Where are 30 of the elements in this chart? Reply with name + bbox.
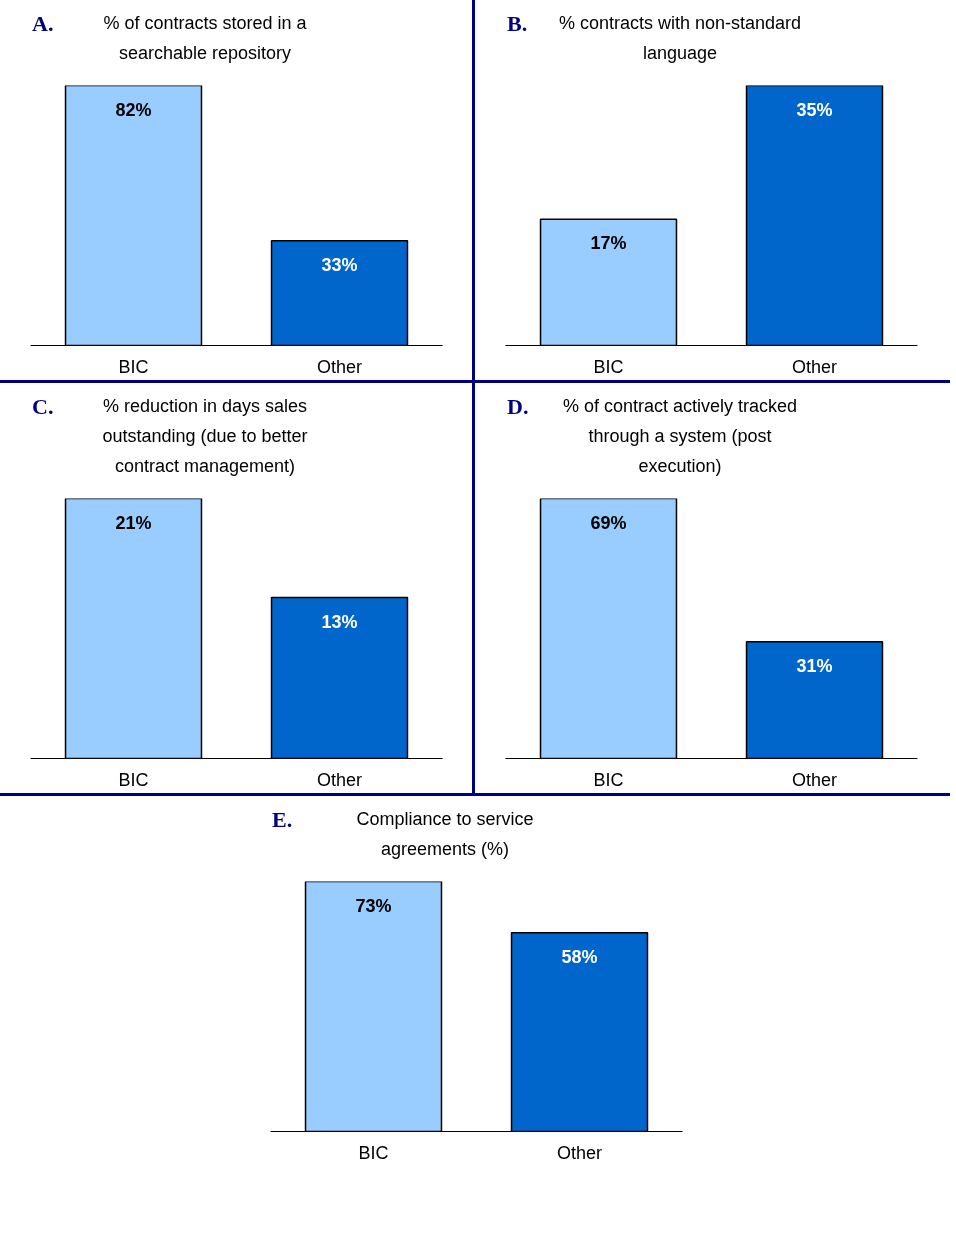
x-tick-label: Other [316, 356, 363, 377]
text: D. [506, 393, 530, 421]
x-tick-label: Other [791, 769, 838, 790]
data-label: 31% [796, 655, 833, 676]
text: A. [31, 10, 55, 38]
x-tick-label: BIC [118, 356, 149, 377]
data-label: 21% [115, 512, 152, 533]
x-tick-label: BIC [118, 769, 149, 790]
data-label: 13% [321, 611, 358, 632]
text: B. [506, 10, 529, 38]
text: E. [271, 806, 294, 834]
x-tick-label: Other [316, 769, 363, 790]
chart-title: % of contracts stored in a searchable repository [102, 12, 308, 65]
chart-title: % contracts with non-standard language [557, 12, 803, 65]
chart-title: Compliance to service agreements (%) [355, 808, 535, 861]
x-tick-label: BIC [593, 769, 624, 790]
text: C. [31, 393, 55, 421]
x-tick-label: BIC [358, 1142, 389, 1163]
x-tick-label: Other [791, 356, 838, 377]
data-label: 58% [561, 946, 598, 967]
data-label: 33% [321, 254, 358, 275]
data-label: 35% [796, 99, 833, 120]
data-label: 17% [590, 233, 627, 254]
x-tick-label: BIC [593, 356, 624, 377]
data-label: 69% [590, 512, 627, 533]
x-tick-label: Other [556, 1142, 603, 1163]
data-label: 73% [355, 895, 392, 916]
chart-title: % of contract actively tracked through a system (post execution) [561, 395, 799, 478]
chart-title: % reduction in days sales outstanding (due to better contract management) [101, 395, 309, 478]
data-label: 82% [115, 99, 152, 120]
